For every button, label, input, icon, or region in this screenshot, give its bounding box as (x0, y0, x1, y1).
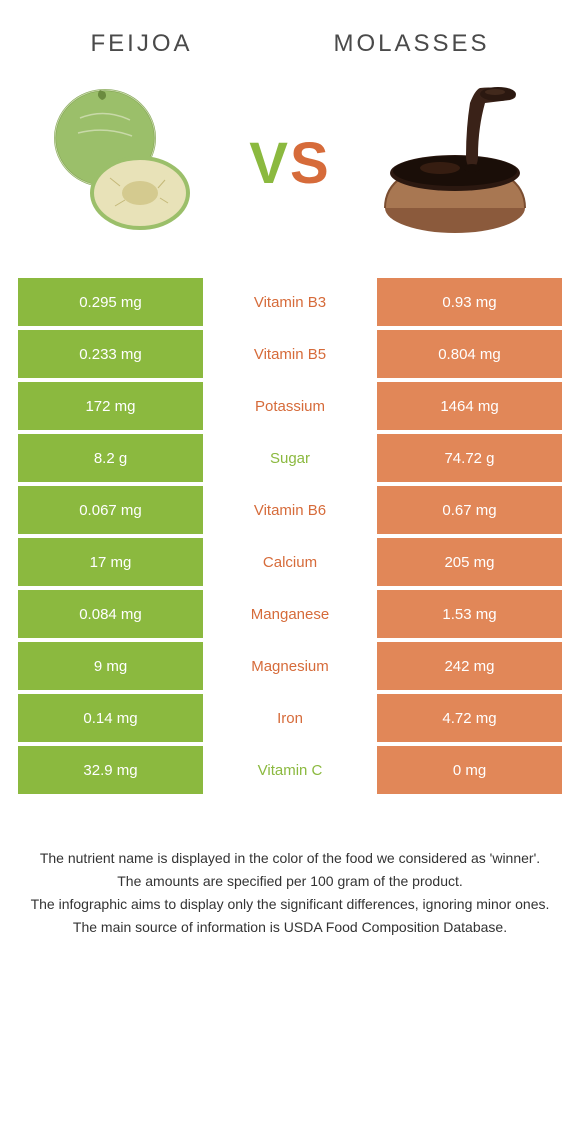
table-row: 0.084 mgManganese1.53 mg (18, 590, 562, 638)
right-value: 0 mg (377, 746, 562, 794)
footer-line-4: The main source of information is USDA F… (30, 917, 550, 938)
nutrient-label: Sugar (203, 434, 377, 482)
nutrient-label: Manganese (203, 590, 377, 638)
right-food-title: Molasses (333, 30, 489, 58)
molasses-image (370, 78, 540, 248)
left-value: 0.067 mg (18, 486, 203, 534)
nutrient-label: Iron (203, 694, 377, 742)
vs-v: V (249, 131, 290, 196)
table-row: 32.9 mgVitamin C0 mg (18, 746, 562, 794)
right-value: 0.93 mg (377, 278, 562, 326)
table-row: 17 mgCalcium205 mg (18, 538, 562, 586)
table-row: 0.14 mgIron4.72 mg (18, 694, 562, 742)
table-row: 8.2 gSugar74.72 g (18, 434, 562, 482)
right-value: 242 mg (377, 642, 562, 690)
header: Feijoa Molasses (0, 0, 580, 68)
vs-label: VS (249, 130, 330, 197)
left-value: 0.233 mg (18, 330, 203, 378)
footer: The nutrient name is displayed in the co… (0, 798, 580, 960)
right-value: 0.804 mg (377, 330, 562, 378)
right-value: 205 mg (377, 538, 562, 586)
table-row: 0.233 mgVitamin B50.804 mg (18, 330, 562, 378)
left-value: 0.14 mg (18, 694, 203, 742)
left-value: 9 mg (18, 642, 203, 690)
left-value: 172 mg (18, 382, 203, 430)
footer-line-3: The infographic aims to display only the… (30, 894, 550, 915)
right-value: 1464 mg (377, 382, 562, 430)
vs-s: S (290, 131, 331, 196)
right-value: 0.67 mg (377, 486, 562, 534)
left-value: 8.2 g (18, 434, 203, 482)
table-row: 9 mgMagnesium242 mg (18, 642, 562, 690)
nutrient-label: Vitamin B6 (203, 486, 377, 534)
vs-row: VS (0, 68, 580, 278)
footer-line-1: The nutrient name is displayed in the co… (30, 848, 550, 869)
nutrient-label: Magnesium (203, 642, 377, 690)
left-value: 32.9 mg (18, 746, 203, 794)
table-row: 0.295 mgVitamin B30.93 mg (18, 278, 562, 326)
table-row: 172 mgPotassium1464 mg (18, 382, 562, 430)
right-value: 4.72 mg (377, 694, 562, 742)
footer-line-2: The amounts are specified per 100 gram o… (30, 871, 550, 892)
comparison-table: 0.295 mgVitamin B30.93 mg0.233 mgVitamin… (0, 278, 580, 794)
table-row: 0.067 mgVitamin B60.67 mg (18, 486, 562, 534)
left-value: 0.084 mg (18, 590, 203, 638)
nutrient-label: Vitamin B5 (203, 330, 377, 378)
right-value: 74.72 g (377, 434, 562, 482)
left-food-title: Feijoa (90, 30, 192, 58)
nutrient-label: Vitamin C (203, 746, 377, 794)
left-value: 17 mg (18, 538, 203, 586)
nutrient-label: Vitamin B3 (203, 278, 377, 326)
right-value: 1.53 mg (377, 590, 562, 638)
left-value: 0.295 mg (18, 278, 203, 326)
feijoa-image (40, 78, 210, 248)
nutrient-label: Calcium (203, 538, 377, 586)
nutrient-label: Potassium (203, 382, 377, 430)
